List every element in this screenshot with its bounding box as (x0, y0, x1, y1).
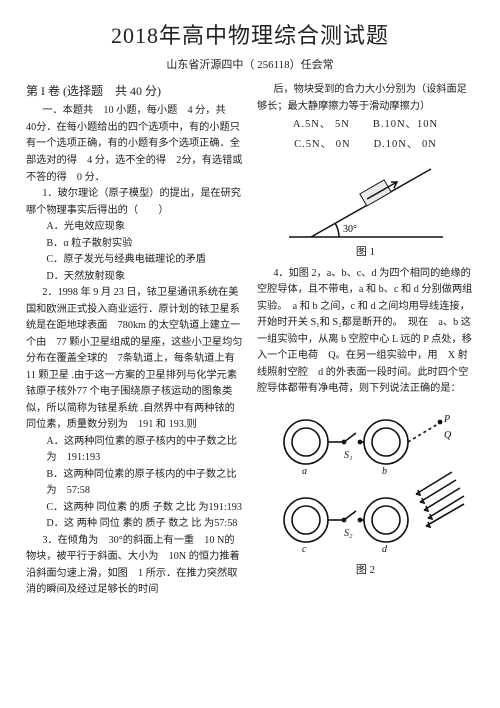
fig2-label-c: c (302, 544, 307, 555)
fig2-label-p: P (443, 414, 450, 425)
title-rest: 年高中物理综合测试题 (159, 23, 389, 48)
figure-1: 30° (281, 159, 451, 244)
title-year: 2018 (111, 23, 159, 48)
q2-opt-b: B．这两种同位素的原子核内的中子数之比为 57:58 (26, 467, 243, 500)
fig2-label-b: b (382, 466, 387, 477)
q1-stem: 1．玻尔理论（原子模型）的提出，是在研究哪个物理事实后得出的（ ） (26, 186, 243, 219)
fig2-label-s1: S₁ (344, 450, 352, 461)
right-column: 后，物块受到的合力大小分别为（设斜面足够长；最大静摩擦力等于滑动摩擦力） A.5… (257, 82, 474, 599)
fig2-label-q: Q (444, 430, 452, 441)
fig2-label-a: a (302, 466, 307, 477)
fig2-label-s2: S₂ (344, 528, 353, 539)
q3-stem: 3．在倾角为 30°的斜面上有一重 10 N的物块，被平行于斜面、大小为 10N… (26, 533, 243, 599)
q3-answers-row1: A.5N、 5N B.10N、10N (257, 115, 474, 135)
q2-opt-c: C．这两种 同位素 的质 子数 之比 为191:193 (26, 500, 243, 517)
q2-opt-d: D．这 两种 同位 素的 质子 数之 比 为57:58 (26, 516, 243, 533)
figure-2: a b c d S₁ S₂ P Q (266, 402, 466, 562)
q1-opt-c: C．原子发光与经典电磁理论的矛盾 (26, 252, 243, 269)
page: 2018年高中物理综合测试题 山东省沂源四中（ 256118）任会常 第 I 卷… (0, 0, 500, 708)
q3-answers-row2: C.5N、 0N D.10N、 0N (257, 135, 474, 155)
fig2-label-d: d (382, 544, 388, 555)
intro-para: 一．本题共 10 小题，每小题 4 分，共 40分．在每小题给出的四个选项中，有… (26, 103, 243, 186)
q2-stem: 2．1998 年 9 月 23 日，铱卫星通讯系统在美国和欧洲正式投入商业运行．… (26, 285, 243, 434)
section-head: 第 I 卷 (选择题 共 40 分) (26, 82, 243, 101)
q3-cont: 后，物块受到的合力大小分别为（设斜面足够长；最大静摩擦力等于滑动摩擦力） (257, 82, 474, 115)
left-column: 第 I 卷 (选择题 共 40 分) 一．本题共 10 小题，每小题 4 分，共… (26, 82, 243, 599)
q1-opt-a: A．光电效应现象 (26, 219, 243, 236)
q2-opt-a: A．这两种同位素的原子核内的中子数之比为 191:193 (26, 434, 243, 467)
figure-2-caption: 图 2 (257, 562, 474, 580)
q1-opt-b: B．α 粒子散射实验 (26, 236, 243, 253)
q1-opt-d: D．天然放射现象 (26, 269, 243, 286)
q4-stem: 4．如图 2，a、b、c、d 为四个相同的绝缘的空腔导体，且不带电，a 和 b、… (257, 266, 474, 398)
page-title: 2018年高中物理综合测试题 (26, 18, 474, 50)
body-columns: 第 I 卷 (选择题 共 40 分) 一．本题共 10 小题，每小题 4 分，共… (26, 82, 474, 599)
page-subtitle: 山东省沂源四中（ 256118）任会常 (26, 56, 474, 72)
figure-1-caption: 图 1 (257, 244, 474, 262)
angle-label: 30° (343, 224, 357, 235)
